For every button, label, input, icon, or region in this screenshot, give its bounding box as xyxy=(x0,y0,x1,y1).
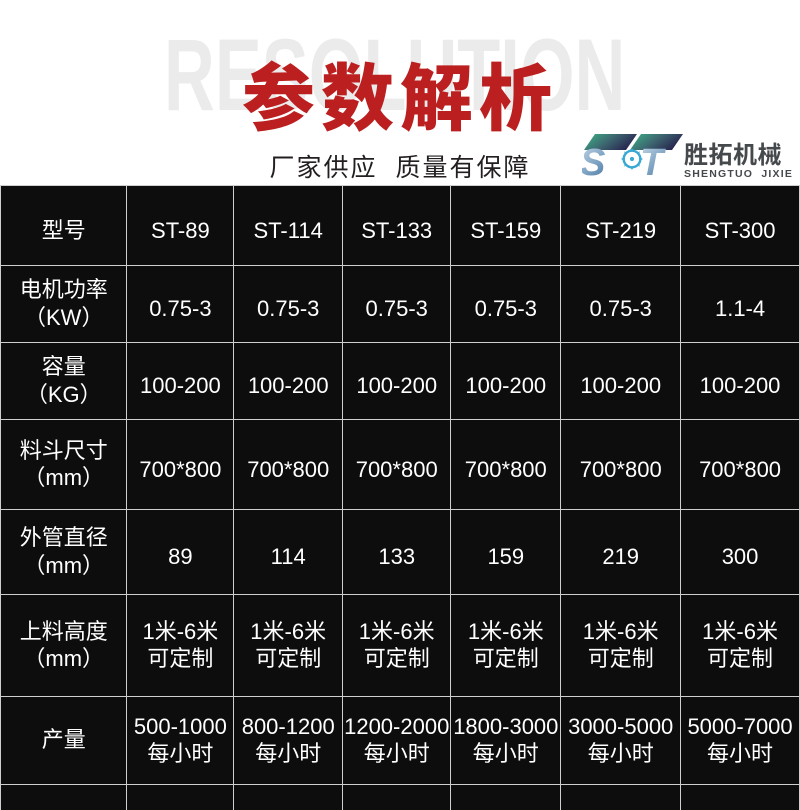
svg-text:S: S xyxy=(582,142,605,179)
svg-text:T: T xyxy=(640,142,666,179)
